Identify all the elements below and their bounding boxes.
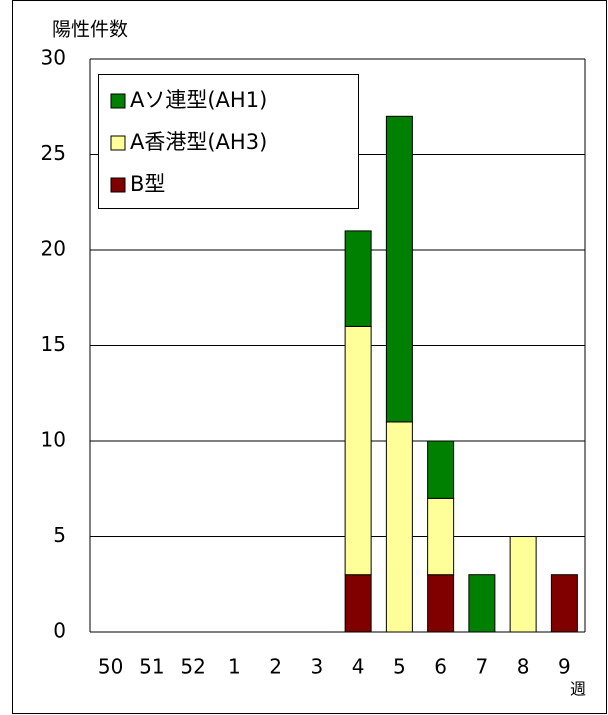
y-tick-label: 10 — [41, 428, 66, 452]
x-tick-label: 1 — [228, 655, 241, 679]
x-tick-label: 51 — [139, 655, 164, 679]
legend-label: B型 — [130, 172, 165, 196]
legend-swatch — [110, 135, 126, 151]
y-tick-label: 5 — [53, 523, 66, 547]
legend — [98, 74, 359, 209]
x-tick-label: 7 — [476, 655, 489, 679]
x-tick-label: 9 — [558, 655, 571, 679]
bar-segment — [468, 574, 496, 633]
legend-label: Aソ連型(AH1) — [130, 88, 267, 112]
bar-segment — [385, 421, 413, 633]
plot-area: 0 5 10 15 20 25 30 50 51 52 1 2 3 4 5 6 7 8 9 — [41, 46, 586, 679]
y-tick-label: 25 — [41, 141, 66, 165]
y-tick-label: 30 — [41, 46, 66, 70]
bar-segment — [550, 574, 578, 633]
legend-swatch — [110, 93, 126, 109]
bar-segment — [344, 574, 372, 633]
bar-segment — [427, 497, 455, 576]
x-tick-label: 6 — [434, 655, 447, 679]
x-tick-label: 4 — [352, 655, 365, 679]
x-tick-label: 5 — [393, 655, 406, 679]
bar-segment — [509, 536, 537, 633]
bar-segment — [427, 440, 455, 499]
legend-items: Aソ連型(AH1) A香港型(AH3) B型 — [110, 88, 267, 196]
legend-label: A香港型(AH3) — [130, 130, 267, 154]
bar-segment — [344, 325, 372, 576]
bar-segment — [344, 230, 372, 327]
x-axis-label: 週 — [570, 680, 586, 699]
legend-swatch — [110, 177, 126, 193]
x-tick-label: 50 — [98, 655, 123, 679]
y-axis-label: 陽性件数 — [52, 19, 128, 41]
x-tick-label: 8 — [517, 655, 530, 679]
x-tick-label: 2 — [269, 655, 282, 679]
x-tick-label: 52 — [180, 655, 205, 679]
y-tick-label: 0 — [53, 619, 66, 643]
x-tick-label: 3 — [311, 655, 324, 679]
y-tick-label: 20 — [41, 237, 66, 261]
bar-segment — [427, 574, 455, 633]
bar-segment — [385, 115, 413, 423]
y-tick-label: 15 — [41, 332, 66, 356]
